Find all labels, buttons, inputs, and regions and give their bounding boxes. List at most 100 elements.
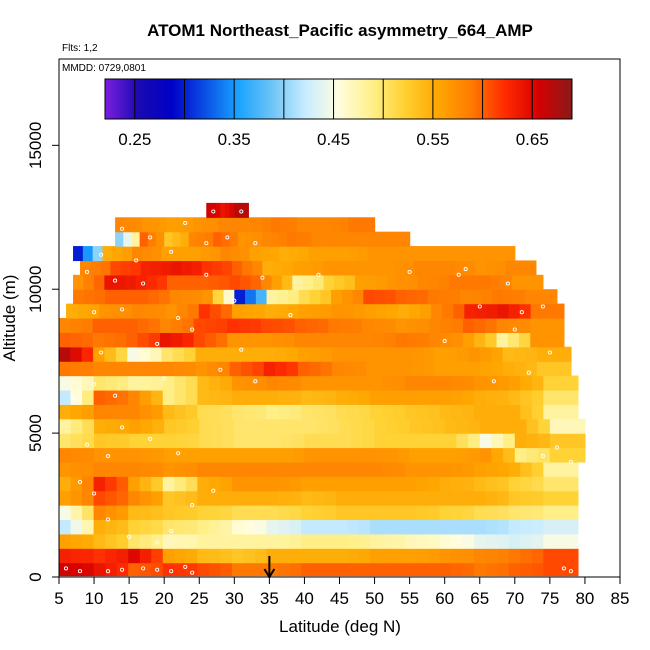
heatmap-cell xyxy=(358,490,371,506)
heatmap-cell xyxy=(381,404,395,420)
x-tick-label: 15 xyxy=(120,589,139,608)
heatmap-cell xyxy=(199,418,212,434)
heatmap-cell xyxy=(59,404,72,420)
heatmap-cell xyxy=(357,246,369,262)
heatmap-cell xyxy=(286,346,299,362)
heatmap-cell xyxy=(354,361,367,377)
heatmap-cell xyxy=(139,461,152,477)
heatmap-cell xyxy=(404,533,418,549)
colorbar-frame xyxy=(104,78,573,120)
heatmap-cell xyxy=(503,289,515,305)
heatmap-cell xyxy=(416,461,429,477)
heatmap-cell xyxy=(554,389,567,405)
heatmap-cell xyxy=(249,318,262,333)
heatmap-cell xyxy=(100,260,112,276)
heatmap-cell xyxy=(162,505,175,521)
heatmap-cell xyxy=(198,303,211,319)
heatmap-cell xyxy=(384,289,397,305)
heatmap-cell xyxy=(197,548,210,564)
heatmap-cell xyxy=(348,217,358,233)
sample-point xyxy=(190,327,195,332)
heatmap-cell xyxy=(220,519,233,535)
sample-point xyxy=(70,396,76,401)
heatmap-cell xyxy=(531,490,544,506)
heatmap-cell xyxy=(485,404,498,420)
heatmap-cell xyxy=(281,447,294,463)
heatmap-cell xyxy=(347,461,360,477)
heatmap-cell xyxy=(393,548,406,564)
heatmap-cell xyxy=(384,318,397,333)
heatmap-cell xyxy=(301,461,314,477)
sample-point xyxy=(190,503,195,508)
heatmap-cell xyxy=(190,246,202,262)
heatmap-cell xyxy=(93,461,106,477)
heatmap-cell xyxy=(496,318,509,333)
heatmap-cell xyxy=(187,303,200,319)
heatmap-cell xyxy=(162,490,175,506)
heatmap-cell xyxy=(404,519,418,535)
heatmap-cell xyxy=(519,332,531,348)
heatmap-cell xyxy=(159,318,172,333)
heatmap-cell xyxy=(566,561,579,577)
heatmap-cell xyxy=(243,548,256,564)
heatmap-cell xyxy=(116,490,129,506)
heatmap-cell xyxy=(339,318,352,333)
heatmap-cell xyxy=(479,418,493,434)
heatmap-cell xyxy=(165,303,178,319)
heatmap-cell xyxy=(105,490,118,506)
heatmap-cell xyxy=(128,476,141,492)
heatmap-cell xyxy=(93,476,106,492)
heatmap-cell xyxy=(370,404,383,420)
heatmap-cell xyxy=(423,346,436,362)
heatmap-cell xyxy=(292,433,306,449)
heatmap-cell xyxy=(525,346,538,362)
heatmap-cell xyxy=(125,274,137,290)
heatmap-cell xyxy=(161,361,174,377)
heatmap-cell xyxy=(317,332,329,348)
heatmap-cell xyxy=(174,561,187,577)
heatmap-cell xyxy=(93,274,105,290)
heatmap-cell xyxy=(82,447,95,463)
heatmap-cell xyxy=(59,346,71,362)
heatmap-cell xyxy=(151,548,164,564)
heatmap-cell xyxy=(93,346,106,362)
heatmap-cell xyxy=(324,548,337,564)
heatmap-cell xyxy=(93,561,106,577)
heatmap-cell xyxy=(298,303,311,319)
heatmap-cell xyxy=(465,246,477,262)
heatmap-cell xyxy=(439,404,452,420)
heatmap-cell xyxy=(70,361,83,377)
heatmap-cell xyxy=(373,260,385,276)
heatmap-cell xyxy=(99,303,111,319)
sample-point xyxy=(204,241,209,246)
heatmap-cell xyxy=(495,260,507,276)
heatmap-cell xyxy=(279,217,289,233)
heatmap-cell xyxy=(246,231,255,247)
heatmap-cell xyxy=(358,461,371,477)
heatmap-cell xyxy=(354,274,366,290)
heatmap-cell xyxy=(503,418,516,434)
heatmap-cell xyxy=(132,303,145,319)
heatmap-cell xyxy=(184,346,197,362)
heatmap-cell xyxy=(216,332,228,348)
heatmap-cell xyxy=(185,476,198,492)
heatmap-cell xyxy=(455,246,467,262)
heatmap-cell xyxy=(174,461,187,477)
heatmap-cell xyxy=(141,246,153,262)
heatmap-cell xyxy=(468,418,481,434)
heatmap-cell xyxy=(386,274,398,290)
x-tick-label: 30 xyxy=(225,589,244,608)
heatmap-cell xyxy=(393,490,406,506)
heatmap-cell xyxy=(543,404,556,420)
heatmap-cell xyxy=(366,346,379,362)
heatmap-cell xyxy=(289,476,302,492)
heatmap-cell xyxy=(199,447,212,463)
heatmap-cell xyxy=(187,418,200,434)
heatmap-cell xyxy=(220,375,233,391)
heatmap-cell xyxy=(444,418,457,434)
heatmap-cell xyxy=(324,404,337,420)
heatmap-cell xyxy=(266,404,279,420)
heatmap-cell xyxy=(508,505,521,521)
heatmap-cell xyxy=(406,246,418,262)
heatmap-cell xyxy=(485,332,498,348)
